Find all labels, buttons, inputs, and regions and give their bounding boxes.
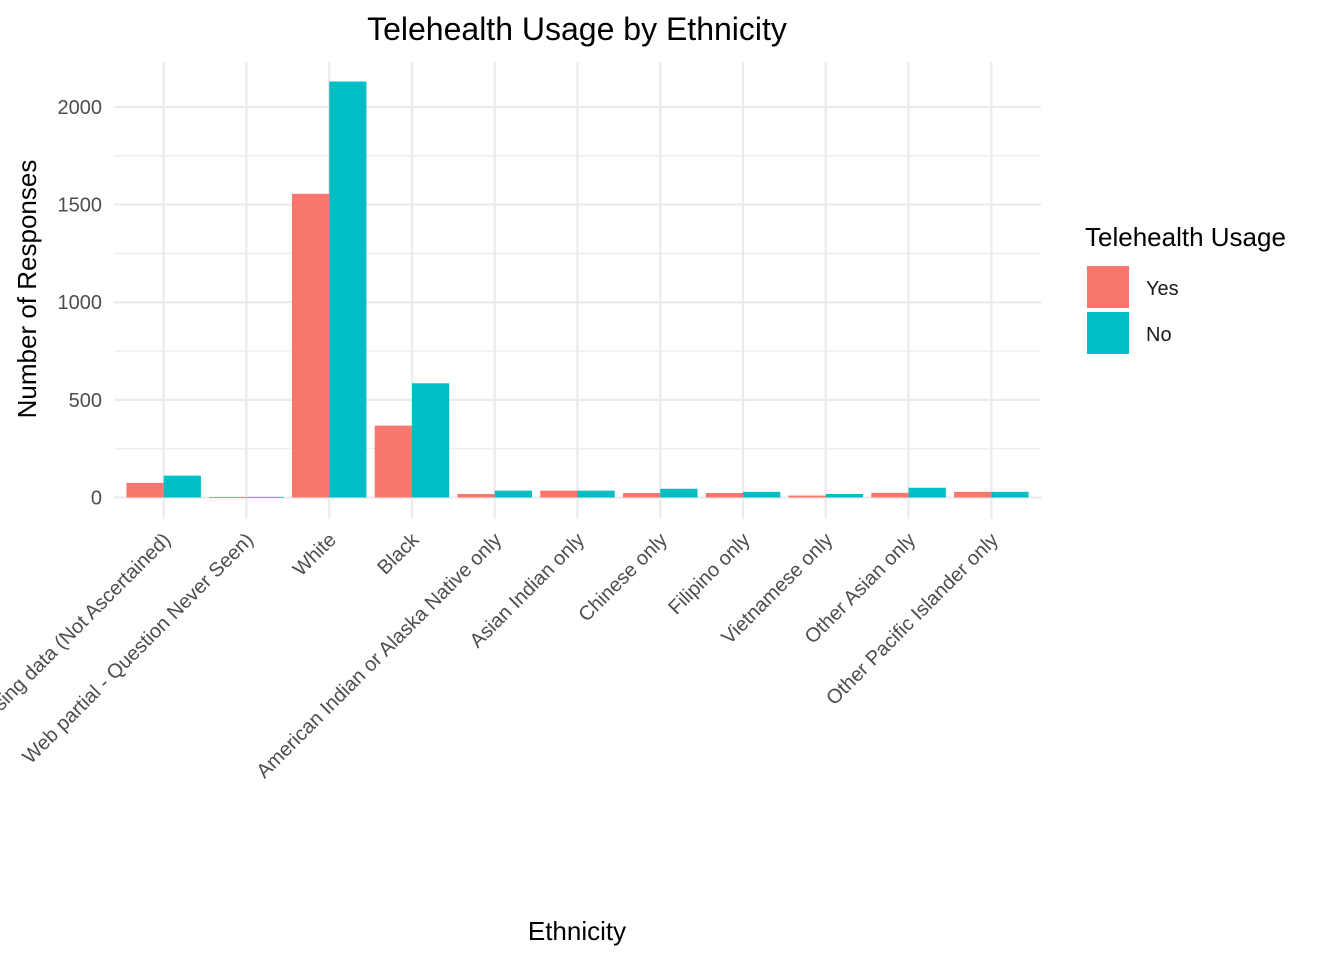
bar-yes	[457, 494, 495, 498]
bar-no	[991, 491, 1029, 498]
grid-lines	[114, 62, 1041, 519]
y-tick-label: 500	[69, 390, 102, 412]
x-tick-label: Filipino only	[664, 529, 754, 619]
y-tick-labels: 0 500 1000 1500 2000	[58, 97, 103, 510]
x-tick-label: Black	[373, 528, 424, 579]
x-tick-label: White	[289, 529, 341, 581]
y-tick-label: 1000	[58, 292, 103, 314]
bar-no	[329, 81, 367, 498]
chart-title: Telehealth Usage by Ethnicity	[367, 11, 787, 47]
y-tick-label: 0	[91, 488, 102, 510]
bar-yes	[954, 491, 992, 498]
bar-yes	[705, 493, 744, 498]
y-tick-label: 2000	[58, 97, 103, 119]
legend-title: Telehealth Usage	[1085, 222, 1286, 252]
legend-key-no	[1087, 312, 1129, 354]
bar-no	[411, 383, 450, 498]
legend-label-yes: Yes	[1146, 278, 1179, 300]
bar-no	[660, 488, 698, 498]
bar-yes	[623, 493, 661, 498]
bar-yes	[209, 497, 247, 498]
bar-no	[825, 494, 864, 498]
x-tick-label: Other Pacific Islander only	[822, 529, 1003, 710]
bar-no	[577, 490, 615, 498]
legend: Telehealth Usage Yes No	[1085, 222, 1286, 354]
bar-yes	[788, 495, 826, 498]
y-tick-label: 1500	[58, 195, 103, 217]
bar-no	[163, 475, 201, 498]
bars	[126, 81, 1029, 498]
x-tick-label: Chinese only	[574, 529, 671, 626]
bar-no	[494, 490, 532, 498]
bar-no	[908, 487, 946, 498]
x-axis-title: Ethnicity	[528, 916, 626, 946]
bar-no	[743, 491, 781, 498]
bar-no	[246, 496, 284, 498]
legend-key-yes	[1087, 266, 1129, 308]
x-tick-labels: Missing data (Not Ascertained)Web partia…	[0, 528, 1003, 782]
bar-yes	[540, 490, 578, 498]
bar-yes	[871, 492, 909, 498]
bar-yes	[374, 425, 412, 498]
bar-yes	[291, 193, 330, 498]
legend-label-no: No	[1146, 324, 1172, 346]
y-axis-title: Number of Responses	[12, 160, 42, 419]
bar-yes	[126, 482, 164, 498]
